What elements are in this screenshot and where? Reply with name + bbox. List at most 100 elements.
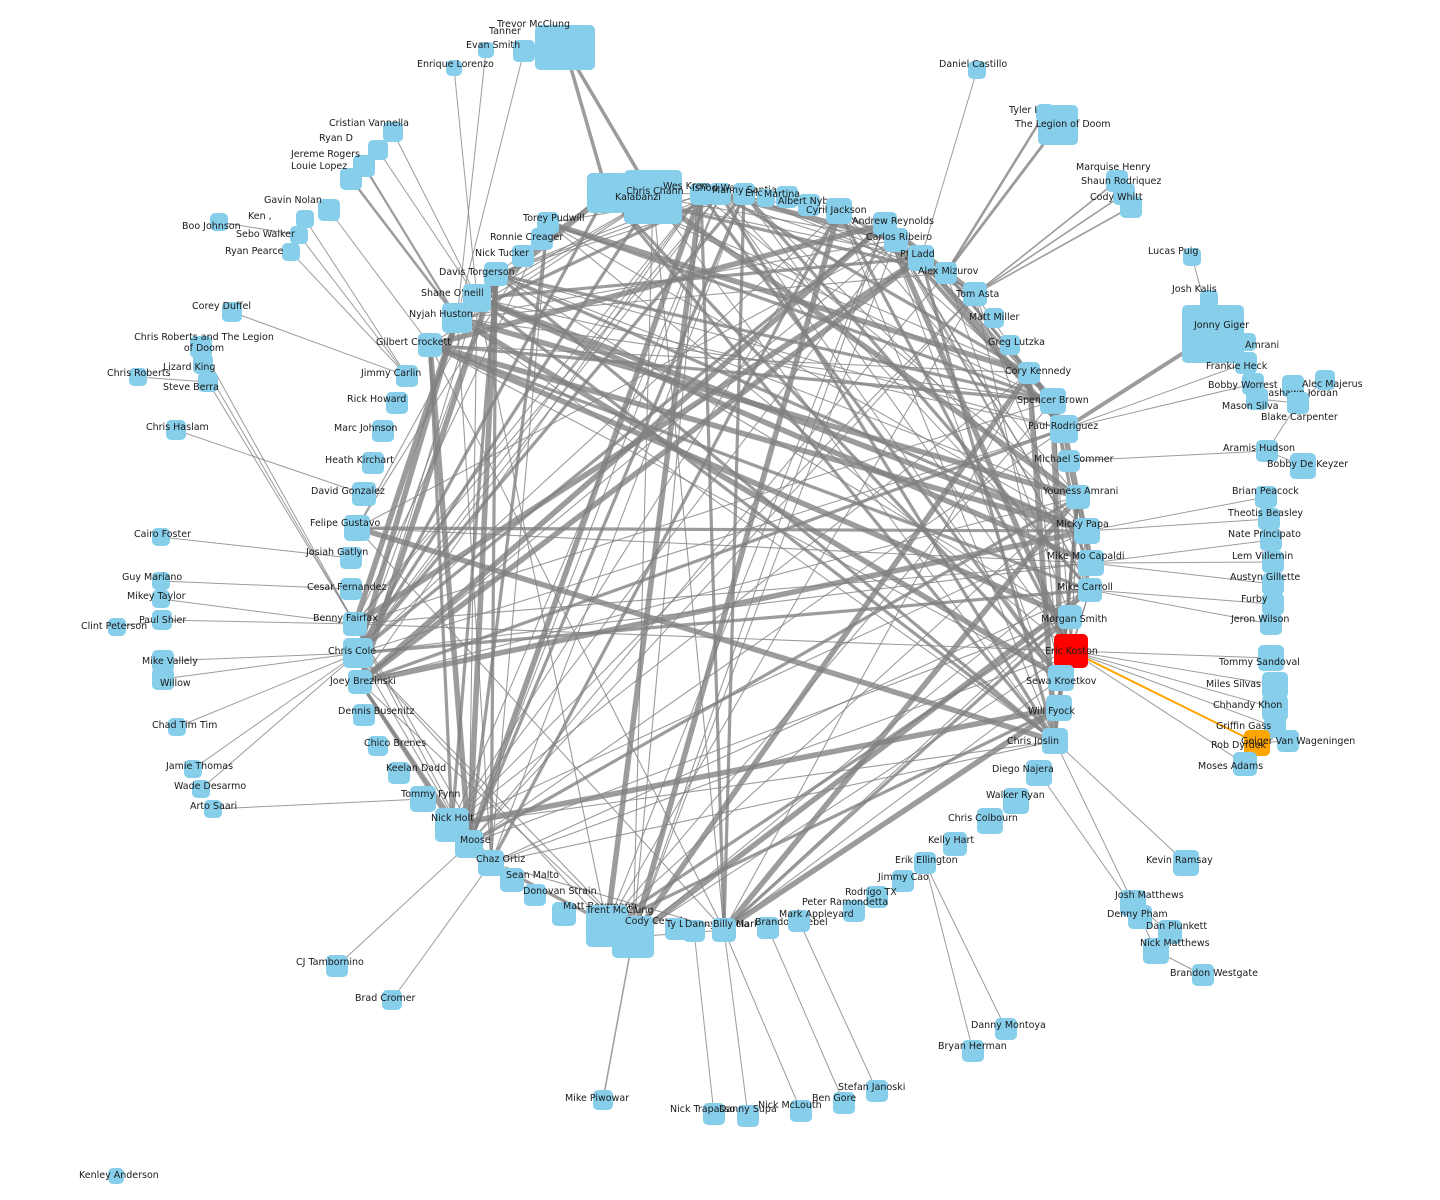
graph-node[interactable] — [108, 618, 126, 636]
graph-node[interactable] — [326, 955, 348, 977]
graph-node[interactable] — [362, 452, 384, 474]
graph-node[interactable] — [1192, 964, 1214, 986]
graph-node[interactable] — [192, 780, 210, 798]
graph-node[interactable] — [535, 25, 595, 70]
graph-node[interactable] — [152, 528, 170, 546]
graph-node[interactable] — [1046, 695, 1072, 721]
graph-node[interactable] — [1078, 550, 1104, 576]
graph-node[interactable] — [757, 189, 775, 207]
graph-node[interactable] — [866, 886, 888, 908]
graph-node[interactable] — [1256, 440, 1278, 462]
graph-node[interactable] — [513, 40, 535, 62]
graph-node[interactable] — [368, 736, 388, 756]
graph-node[interactable] — [340, 547, 362, 569]
graph-node[interactable] — [1003, 788, 1029, 814]
graph-node[interactable] — [108, 1168, 124, 1184]
graph-node[interactable] — [396, 365, 418, 387]
graph-node[interactable] — [963, 282, 987, 306]
graph-node[interactable] — [152, 610, 172, 630]
graph-node[interactable] — [524, 884, 546, 906]
graph-node[interactable] — [612, 916, 654, 958]
graph-node[interactable] — [318, 199, 340, 221]
graph-node[interactable] — [733, 183, 755, 205]
graph-node[interactable] — [798, 194, 820, 216]
graph-node[interactable] — [1143, 938, 1169, 964]
graph-node[interactable] — [152, 650, 174, 672]
graph-node[interactable] — [1315, 370, 1335, 390]
graph-node[interactable] — [908, 245, 934, 271]
graph-node[interactable] — [833, 1092, 855, 1114]
graph-node[interactable] — [1282, 375, 1304, 397]
graph-node[interactable] — [593, 1090, 613, 1110]
graph-node[interactable] — [1018, 362, 1040, 384]
graph-node[interactable] — [1262, 593, 1284, 615]
graph-node[interactable] — [866, 1080, 888, 1102]
graph-node[interactable] — [962, 1040, 984, 1062]
graph-node[interactable] — [1260, 613, 1282, 635]
graph-node[interactable] — [343, 612, 367, 636]
graph-node[interactable] — [914, 852, 936, 874]
graph-node[interactable] — [382, 990, 402, 1010]
graph-node[interactable] — [210, 213, 228, 231]
graph-node[interactable] — [1074, 518, 1100, 544]
graph-node[interactable] — [788, 910, 810, 932]
graph-node[interactable] — [152, 590, 170, 608]
graph-node[interactable] — [478, 42, 494, 58]
graph-node[interactable] — [446, 60, 462, 76]
graph-node[interactable] — [757, 917, 779, 939]
graph-node[interactable] — [1183, 248, 1201, 266]
graph-node[interactable] — [552, 902, 576, 926]
graph-node[interactable] — [1262, 672, 1288, 698]
graph-node[interactable] — [478, 850, 504, 876]
graph-node[interactable] — [587, 173, 627, 213]
graph-node[interactable] — [152, 572, 170, 590]
graph-node[interactable] — [166, 420, 186, 440]
graph-node[interactable] — [1290, 453, 1316, 479]
graph-node[interactable] — [1078, 578, 1102, 602]
graph-node[interactable] — [352, 482, 376, 506]
graph-node[interactable] — [296, 210, 314, 228]
graph-node[interactable] — [190, 336, 212, 358]
graph-node[interactable] — [737, 1105, 759, 1127]
graph-node[interactable] — [442, 303, 472, 333]
graph-node[interactable] — [1246, 388, 1268, 410]
graph-node[interactable] — [340, 168, 362, 190]
graph-node[interactable] — [1260, 529, 1282, 551]
graph-node[interactable] — [512, 245, 534, 267]
graph-node[interactable] — [843, 900, 865, 922]
graph-node[interactable] — [709, 183, 731, 205]
graph-node[interactable] — [1258, 645, 1284, 671]
graph-node[interactable] — [968, 61, 986, 79]
graph-node[interactable] — [1238, 333, 1256, 351]
graph-node[interactable] — [348, 670, 372, 694]
graph-node[interactable] — [129, 368, 147, 386]
graph-node[interactable] — [1244, 730, 1270, 756]
graph-node[interactable] — [353, 704, 375, 726]
graph-node[interactable] — [168, 718, 186, 736]
graph-node[interactable] — [1258, 508, 1280, 530]
graph-node[interactable] — [1262, 573, 1284, 595]
graph-node[interactable] — [1262, 551, 1284, 573]
graph-node[interactable] — [826, 198, 852, 224]
graph-node[interactable] — [1287, 392, 1309, 414]
graph-node[interactable] — [1277, 730, 1299, 752]
graph-node[interactable] — [703, 1103, 725, 1125]
graph-node[interactable] — [1173, 850, 1199, 876]
graph-node[interactable] — [1255, 486, 1277, 508]
graph-node[interactable] — [683, 920, 705, 942]
graph-node[interactable] — [388, 762, 410, 784]
graph-node[interactable] — [624, 170, 682, 224]
graph-node[interactable] — [1128, 905, 1152, 929]
graph-node[interactable] — [790, 1100, 812, 1122]
graph-node[interactable] — [1120, 196, 1142, 218]
graph-node[interactable] — [892, 870, 914, 892]
graph-node[interactable] — [204, 800, 222, 818]
graph-node[interactable] — [222, 302, 242, 322]
graph-node[interactable] — [1000, 335, 1020, 355]
graph-node[interactable] — [383, 122, 403, 142]
graph-node[interactable] — [884, 228, 908, 252]
graph-node[interactable] — [418, 333, 442, 357]
graph-node[interactable] — [198, 372, 218, 392]
graph-node[interactable] — [1038, 105, 1078, 145]
